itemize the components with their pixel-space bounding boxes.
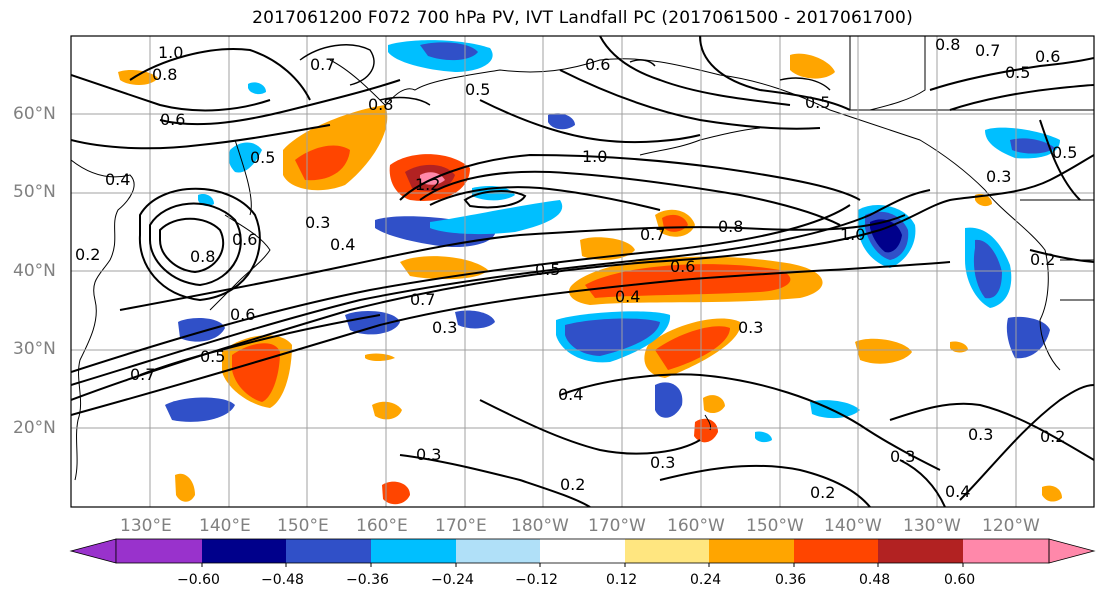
pv-contours	[299, 44, 831, 106]
lon-label: 150°E	[277, 516, 329, 536]
lon-label: 120°W	[982, 516, 1040, 536]
lon-label: 160°E	[356, 516, 408, 536]
plot-frame	[70, 35, 1095, 508]
contour-label: 0.4	[945, 482, 970, 501]
colorbar-segment	[456, 539, 540, 563]
contour-labels: 1.0 0.8 0.6 0.5 0.7 0.8 0.6 0.7 0.5 0.4 …	[75, 35, 1077, 502]
lat-label: 50°N	[13, 182, 56, 202]
contour-label: 0.3	[416, 445, 441, 464]
contour-label: 0.7	[310, 55, 335, 74]
contour-label: 0.8	[190, 247, 215, 266]
colorbar	[69, 538, 1096, 567]
contour-label: 0.4	[615, 287, 640, 306]
colorbar-tick-label: 0.24	[690, 572, 722, 588]
colorbar-segment	[202, 539, 286, 563]
colorbar-segment	[540, 539, 625, 563]
contour-label: 0.3	[738, 318, 763, 337]
colorbar-segment	[371, 539, 456, 563]
contour-label: 0.7	[130, 365, 155, 384]
contour-label: 0.3	[432, 318, 457, 337]
colorbar-tick-label: 0.36	[775, 572, 807, 588]
contour-label: 0.5	[465, 80, 490, 99]
contour-label: 0.5	[250, 148, 275, 167]
contour-label: 0.8	[152, 65, 177, 84]
contour-label: 0.3	[968, 425, 993, 444]
contour-label: 0.6	[230, 305, 255, 324]
positive-anomaly-shading	[118, 53, 1062, 505]
map-title: 2017061200 F072 700 hPa PV, IVT Landfall…	[252, 8, 913, 28]
contour-label: 0.8	[368, 95, 393, 114]
lon-label: 130°E	[120, 516, 172, 536]
contour-label: 0.3	[890, 447, 915, 466]
contour-label: 0.4	[330, 235, 355, 254]
contour-label: 0.4	[558, 385, 583, 404]
contour-label: 0.7	[410, 290, 435, 309]
lon-label: 130°W	[903, 516, 961, 536]
contour-label: 0.2	[810, 483, 835, 502]
contour-label: 0.6	[232, 230, 257, 249]
colorbar-segment	[116, 539, 202, 563]
lon-label: 140°W	[824, 516, 882, 536]
contour-label: 1.0	[582, 147, 607, 166]
lat-label: 30°N	[13, 339, 56, 359]
lon-label: 170°W	[588, 516, 646, 536]
contour-label: 0.8	[935, 35, 960, 54]
colorbar-tick-label: −0.12	[515, 572, 558, 588]
colorbar-segment	[794, 539, 878, 563]
colorbar-tick-label: 0.48	[859, 572, 891, 588]
contour-label: 0.4	[105, 170, 130, 189]
lat-label: 20°N	[13, 418, 56, 438]
lat-label: 40°N	[13, 261, 56, 281]
contour-label: 0.7	[975, 41, 1000, 60]
contour-label: 0.3	[305, 213, 330, 232]
contour-label: 0.8	[718, 217, 743, 236]
lon-label: 140°E	[199, 516, 251, 536]
gridlines	[71, 36, 1094, 507]
contour-label: 0.2	[560, 475, 585, 494]
contour-label: 0.2	[1030, 250, 1055, 269]
colorbar-tick-label: −0.24	[431, 572, 474, 588]
colorbar-tick-label: −0.60	[177, 572, 220, 588]
colorbar-segment	[625, 539, 709, 563]
contour-label: 0.6	[1035, 47, 1060, 66]
contour-label: 0.5	[535, 260, 560, 279]
contour-label: 1.0	[158, 43, 183, 62]
lon-label: 180°W	[511, 516, 569, 536]
contour-label: 0.5	[805, 93, 830, 112]
contour-label: 1.0	[840, 225, 865, 244]
contour-label: 0.2	[1040, 427, 1065, 446]
ivt-contours	[71, 36, 1094, 507]
contour-label: 0.5	[1052, 143, 1077, 162]
colorbar-tick-label: 0.60	[944, 572, 976, 588]
contour-label: 0.3	[650, 453, 675, 472]
lon-label: 170°E	[435, 516, 487, 536]
colorbar-segment	[963, 539, 1049, 563]
contour-label: 0.5	[200, 347, 225, 366]
colorbar-tick-label: 0.12	[606, 572, 638, 588]
colorbar-extend-low	[69, 538, 117, 564]
contour-label: 0.6	[670, 257, 695, 276]
colorbar-tick-label: −0.36	[346, 572, 389, 588]
colorbar-segment	[286, 539, 371, 563]
contour-label: 0.6	[160, 110, 185, 129]
contour-label: 0.7	[640, 225, 665, 244]
colorbar-segment	[709, 539, 794, 563]
colorbar-tick-label: −0.48	[261, 572, 304, 588]
contour-label: 0.5	[1005, 63, 1030, 82]
contour-label: 0.6	[585, 55, 610, 74]
contour-label: 1.2	[415, 175, 440, 194]
lon-label: 150°W	[746, 516, 804, 536]
lat-label: 60°N	[13, 104, 56, 124]
lon-label: 160°W	[667, 516, 725, 536]
colorbar-extend-high	[1048, 538, 1096, 564]
colorbar-segment	[878, 539, 963, 563]
contour-label: 0.3	[986, 167, 1011, 186]
contour-label: 0.2	[75, 245, 100, 264]
